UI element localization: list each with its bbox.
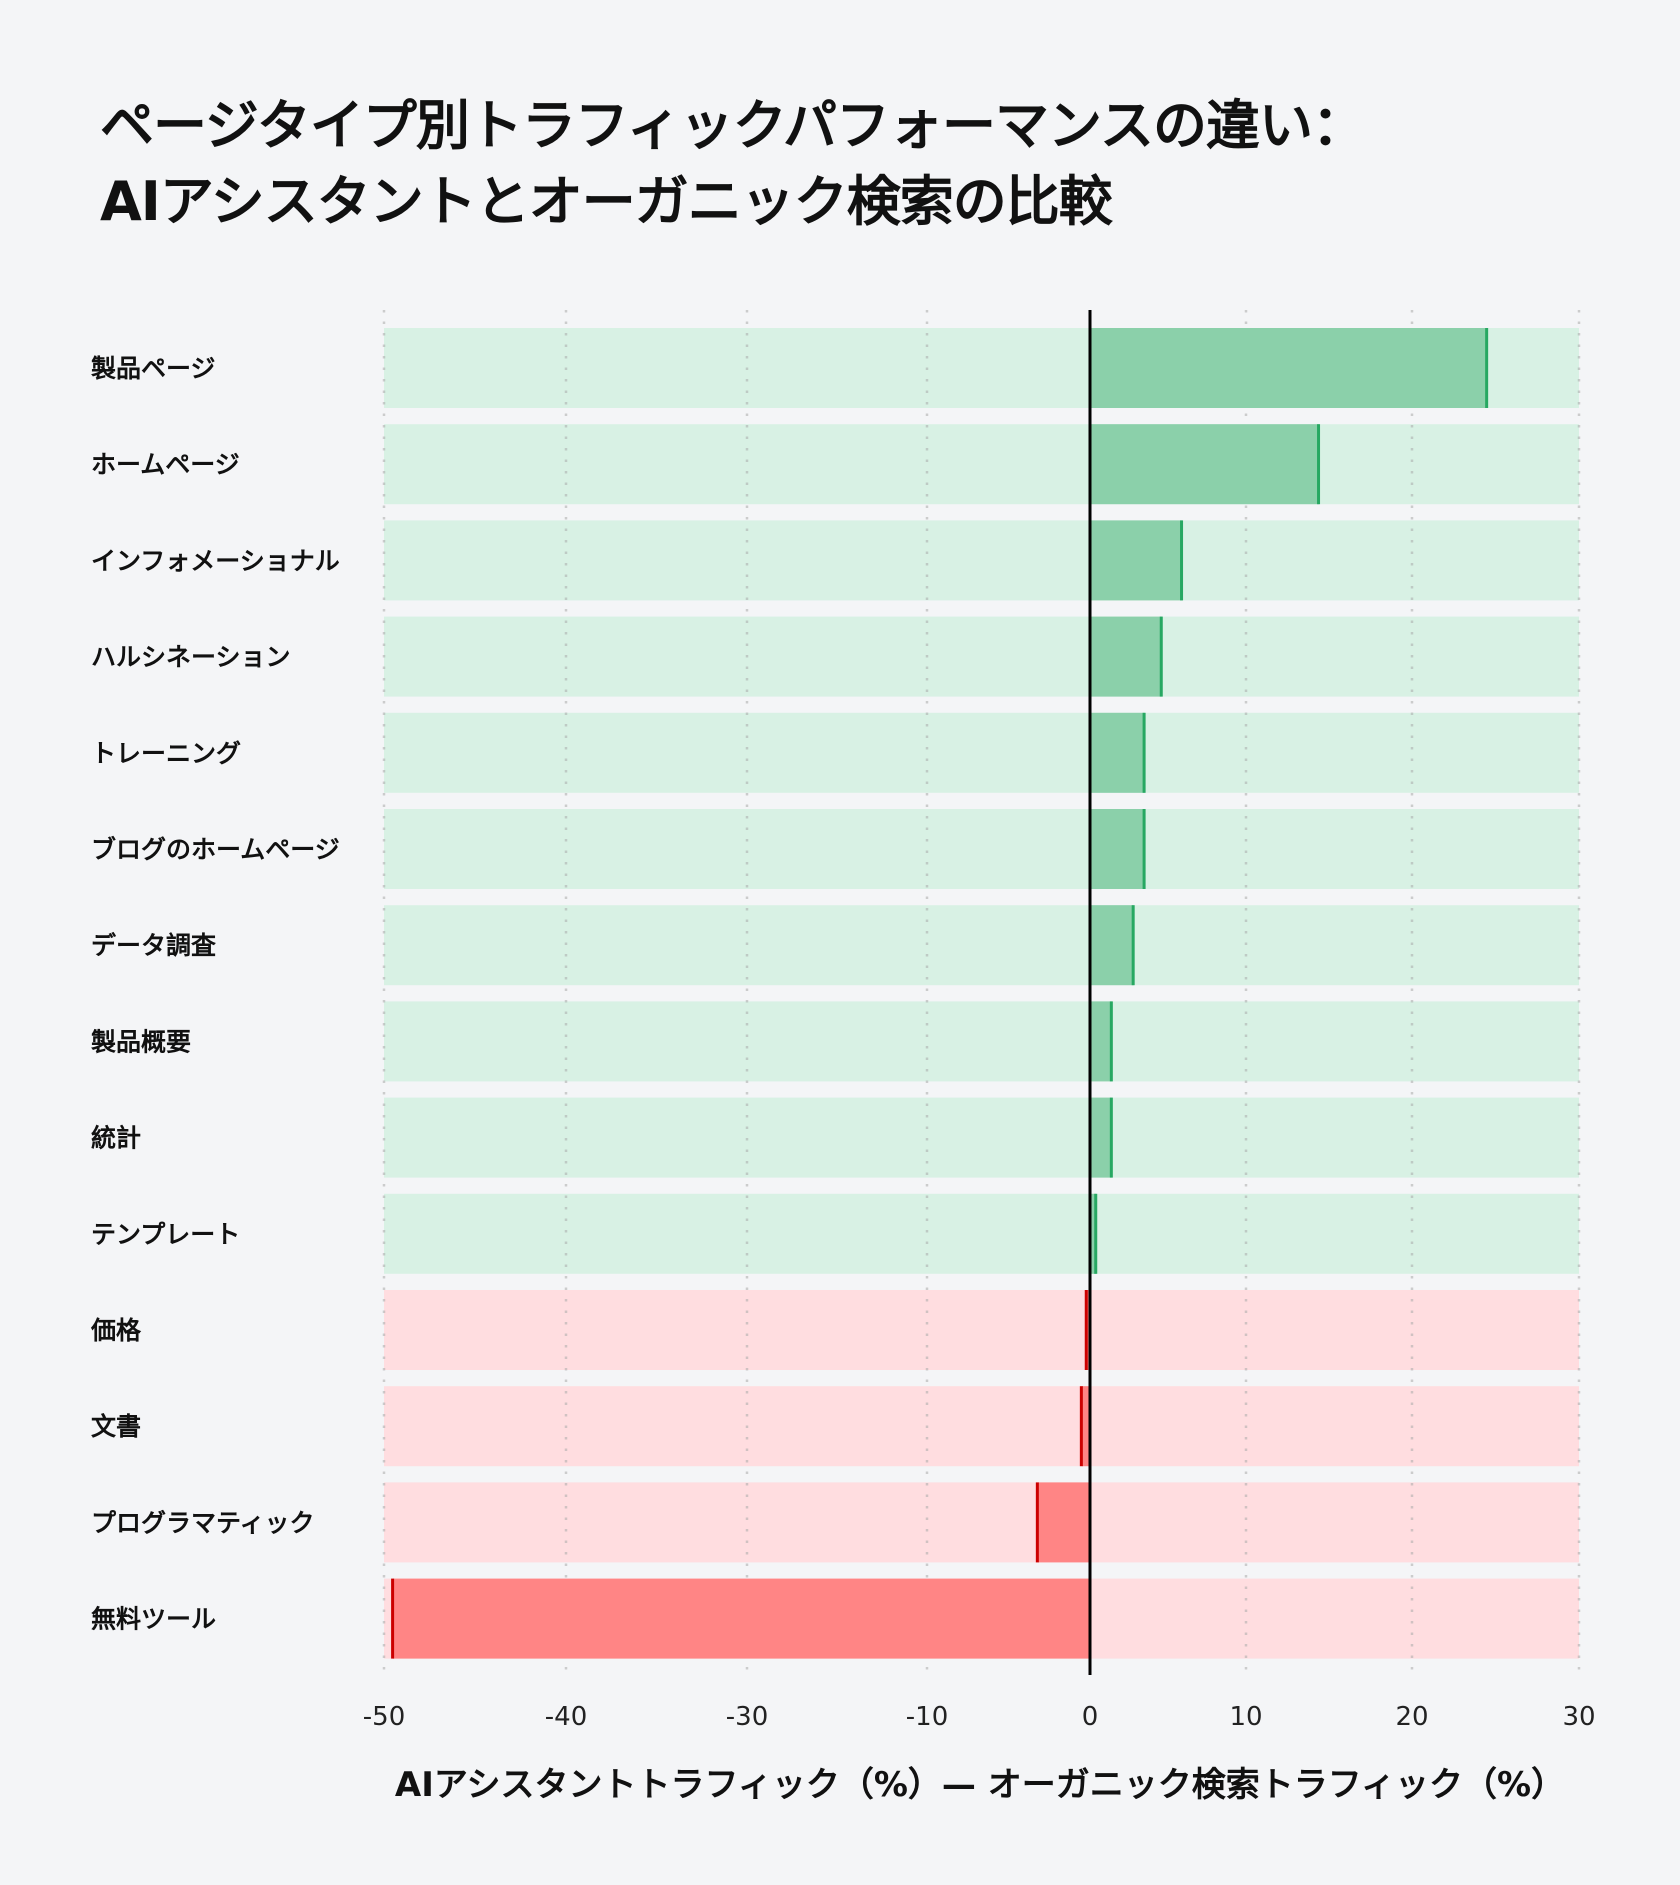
x-tick-label: 20 bbox=[1395, 1702, 1428, 1732]
x-axis-label: AIアシスタントトラフィック（%）— オーガニック検索トラフィック（%） bbox=[395, 1765, 1565, 1805]
chart-title: ページタイプ別トラフィックパフォーマンスの違い： AIアシスタントとオーガニック検… bbox=[100, 88, 1366, 240]
bar-edge bbox=[1109, 1001, 1113, 1082]
category-label: トレーニング bbox=[91, 739, 241, 768]
category-label: テンプレート bbox=[91, 1220, 240, 1249]
bar-edge bbox=[1109, 1097, 1113, 1178]
bar-9 bbox=[1090, 1193, 1097, 1274]
x-tick-label: 0 bbox=[1082, 1702, 1099, 1732]
x-tick-label: -50 bbox=[363, 1702, 405, 1732]
row-background bbox=[384, 712, 1579, 793]
x-tick-label: 10 bbox=[1229, 1702, 1262, 1732]
bar-13 bbox=[393, 1578, 1091, 1659]
row-background bbox=[384, 1097, 1579, 1178]
title-line-1: ページタイプ別トラフィックパフォーマンスの違い： bbox=[100, 94, 1366, 157]
category-label: 製品ページ bbox=[90, 354, 216, 383]
category-label: 統計 bbox=[91, 1124, 141, 1153]
bar-edge bbox=[1079, 1386, 1083, 1467]
category-label: データ調査 bbox=[91, 931, 216, 960]
bar-edge bbox=[1142, 809, 1146, 889]
x-tick-label: -40 bbox=[545, 1702, 587, 1732]
category-labels: 製品ページホームページインフォメーショナルハルシネーショントレーニングブログのホ… bbox=[90, 354, 340, 1634]
row-background bbox=[384, 616, 1579, 697]
gridlines bbox=[382, 310, 1581, 1672]
row-background bbox=[384, 1386, 1579, 1467]
bar-2 bbox=[1090, 520, 1183, 601]
category-label: 無料ツール bbox=[91, 1605, 216, 1634]
bar-edge bbox=[391, 1578, 395, 1659]
bar-6 bbox=[1090, 905, 1134, 986]
bar-edge bbox=[1317, 424, 1321, 505]
row-background bbox=[384, 1193, 1579, 1274]
bar-10 bbox=[1086, 1290, 1090, 1370]
category-label: プログラマティック bbox=[91, 1508, 315, 1537]
category-label: 製品概要 bbox=[90, 1027, 191, 1056]
row-background bbox=[384, 520, 1579, 601]
category-label: ブログのホームページ bbox=[91, 835, 340, 864]
row-background bbox=[384, 809, 1579, 889]
category-label: ホームページ bbox=[91, 450, 240, 479]
category-label: 文書 bbox=[91, 1412, 141, 1441]
bar-12 bbox=[1037, 1482, 1090, 1563]
bar-7 bbox=[1090, 1001, 1112, 1082]
bar-3 bbox=[1090, 616, 1162, 697]
bar-8 bbox=[1090, 1097, 1112, 1178]
title-line-2: AIアシスタントとオーガニック検索の比較 bbox=[100, 170, 1113, 233]
bar-edge bbox=[1485, 328, 1489, 408]
row-background bbox=[384, 905, 1579, 986]
row-backgrounds bbox=[384, 328, 1579, 1659]
bar-edge bbox=[1084, 1290, 1088, 1370]
x-tick-labels: -50 -40 -30 -10 0 10 20 30 bbox=[363, 1702, 1596, 1732]
bar-5 bbox=[1090, 809, 1145, 889]
bar-edge bbox=[1180, 520, 1184, 601]
bar-4 bbox=[1090, 712, 1145, 793]
bar-0 bbox=[1090, 328, 1488, 408]
x-tick-label: -30 bbox=[726, 1702, 768, 1732]
bar-11 bbox=[1081, 1386, 1090, 1467]
bar-edge bbox=[1131, 905, 1135, 986]
category-label: 価格 bbox=[90, 1316, 142, 1345]
x-tick-label: 30 bbox=[1562, 1702, 1595, 1732]
bar-edge bbox=[1094, 1193, 1098, 1274]
x-tick-label: -10 bbox=[906, 1702, 948, 1732]
category-label: インフォメーショナル bbox=[91, 546, 340, 575]
bar-edge bbox=[1159, 616, 1163, 697]
row-background bbox=[384, 424, 1579, 505]
bars bbox=[391, 328, 1489, 1659]
category-label: ハルシネーション bbox=[91, 643, 291, 672]
bar-1 bbox=[1090, 424, 1320, 505]
row-background bbox=[384, 1482, 1579, 1563]
row-background bbox=[384, 1001, 1579, 1082]
bar-edge bbox=[1035, 1482, 1039, 1563]
bar-edge bbox=[1142, 712, 1146, 793]
row-background bbox=[384, 1290, 1579, 1370]
